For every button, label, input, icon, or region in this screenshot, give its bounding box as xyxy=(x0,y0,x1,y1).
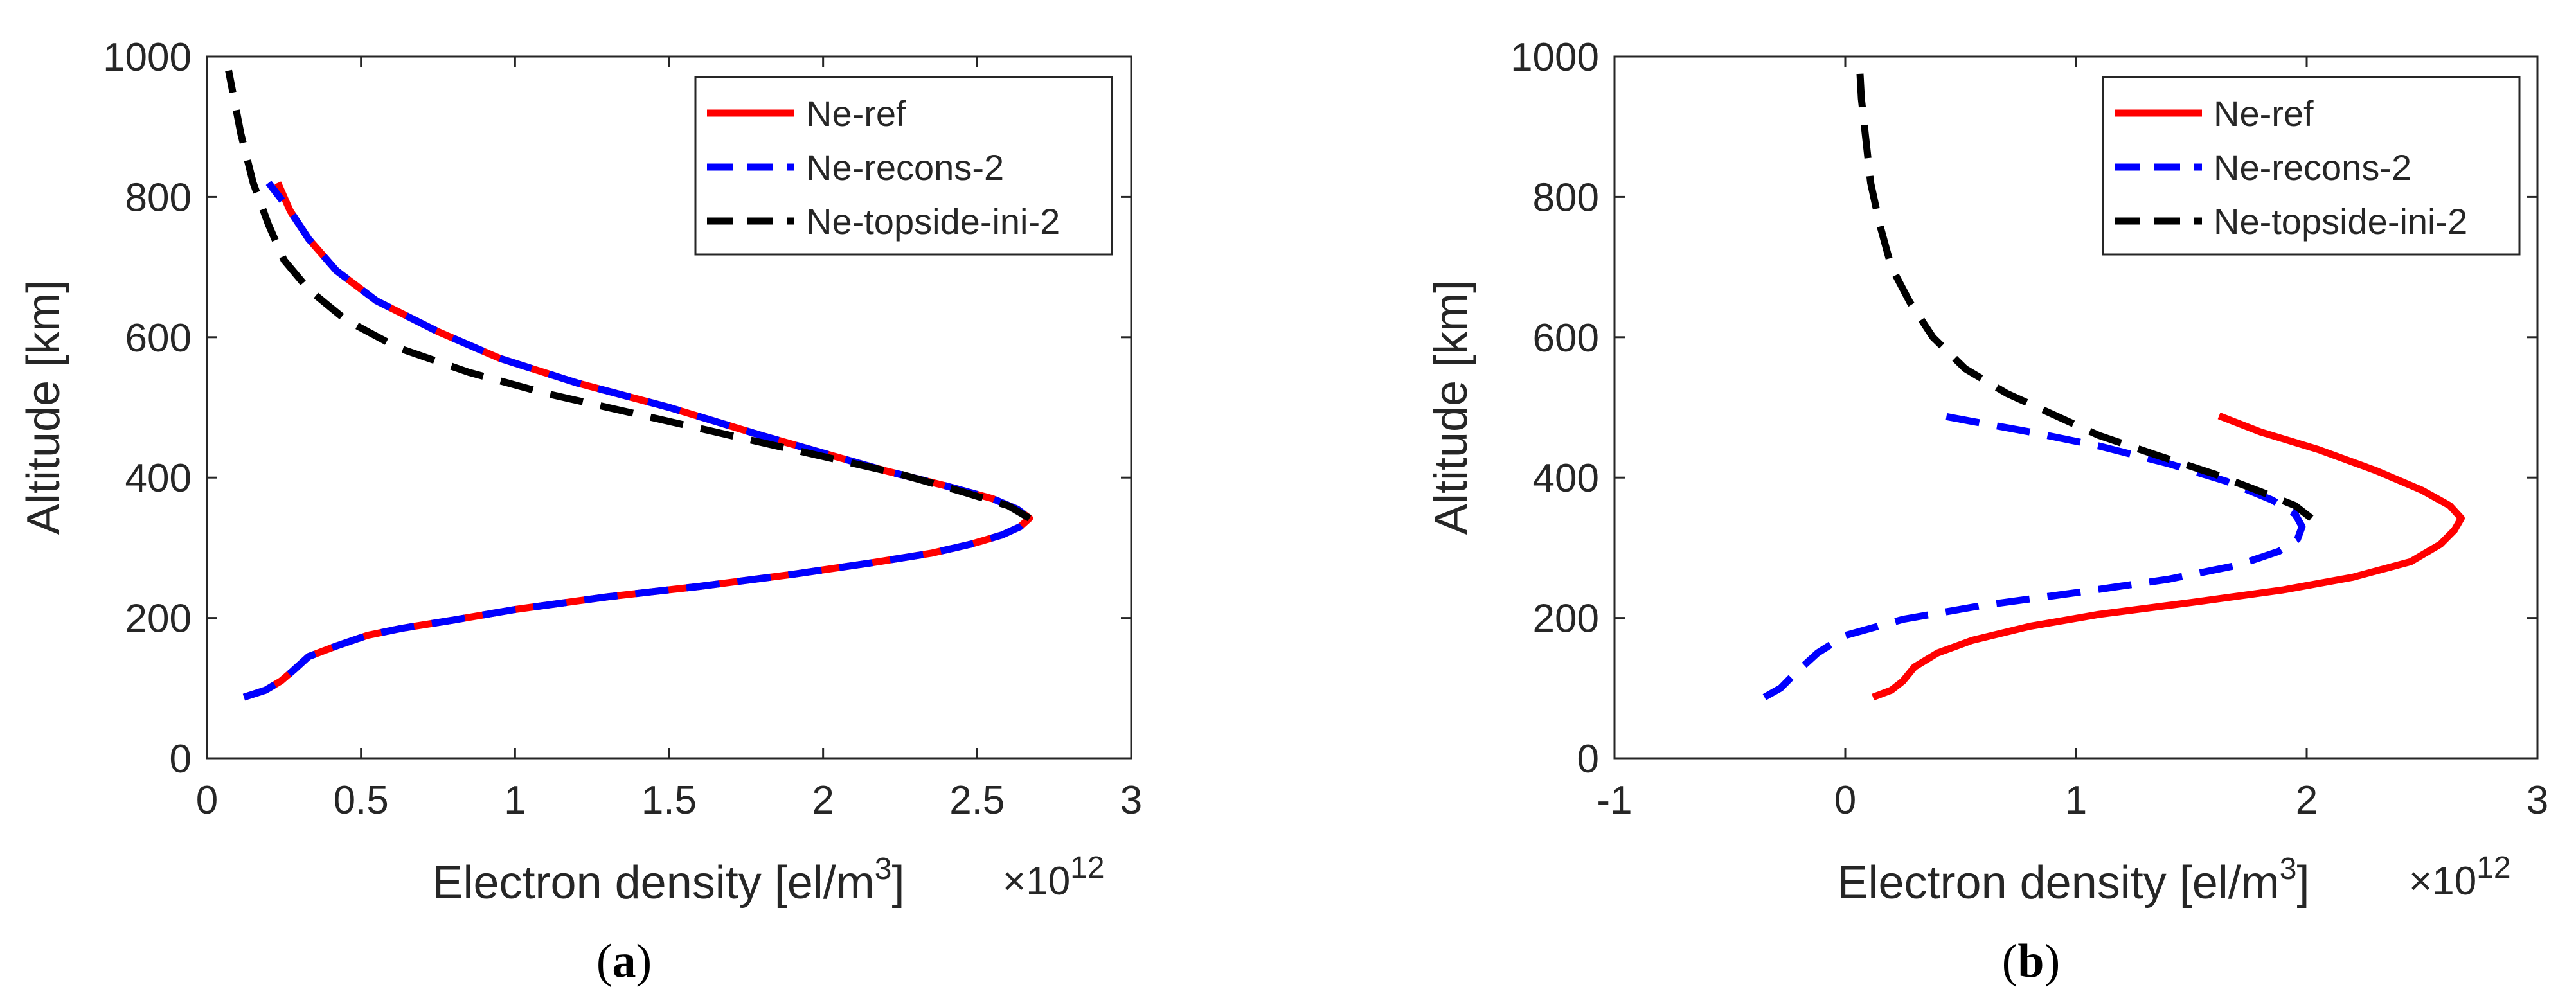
x-tick-label: 0 xyxy=(1834,778,1856,823)
x-tick-label: -1 xyxy=(1597,778,1632,823)
y-tick-label: 1000 xyxy=(103,35,192,80)
series-line-ne-topside-ini-2 xyxy=(225,69,1032,522)
y-tick-label: 600 xyxy=(125,316,192,360)
series-line-ne-ref xyxy=(1872,412,2465,701)
y-axis-title: Altitude [km] xyxy=(1426,280,1477,535)
legend-label: Ne-recons-2 xyxy=(2214,147,2411,188)
y-tick-label: 400 xyxy=(125,456,192,501)
y-tick-label: 200 xyxy=(125,597,192,641)
legend: Ne-ref Ne-recons-2 Ne-topside-ini-2 xyxy=(2102,76,2521,256)
y-tick-label: 800 xyxy=(125,175,192,220)
chart-panel-b: -1 0 1 2 302004006008001000Ne-refNe-recons-2… xyxy=(1426,35,2548,988)
y-tick-label: 1000 xyxy=(1510,35,1599,80)
legend-label: Ne-topside-ini-2 xyxy=(806,201,1060,242)
legend-label: Ne-topside-ini-2 xyxy=(2214,201,2467,242)
x-tick-label: 2 xyxy=(812,778,834,823)
series-line-ne-recons-2 xyxy=(1762,412,2306,700)
x-axis-title: Electron density [el/m3] xyxy=(432,852,904,909)
x-exponent-label: ×1012 xyxy=(2409,851,2511,903)
legend: Ne-ref Ne-recons-2 Ne-topside-ini-2 xyxy=(694,76,1113,256)
x-tick-label: 3 xyxy=(1120,778,1142,823)
y-tick-label: 600 xyxy=(1533,316,1599,360)
legend-label: Ne-recons-2 xyxy=(806,147,1004,188)
x-tick-label: 0 xyxy=(196,778,218,823)
legend-label: Ne-ref xyxy=(2214,93,2314,134)
x-exponent-label: ×1012 xyxy=(1003,851,1105,903)
y-tick-label: 400 xyxy=(1533,456,1599,501)
series-line-ne-recons-2 xyxy=(242,181,1033,701)
y-tick-label: 800 xyxy=(1533,175,1599,220)
y-tick-label: 200 xyxy=(1533,597,1599,641)
y-axis-title: Altitude [km] xyxy=(18,280,69,535)
chart-panel-a: 0 0.5 1 1.5 2 2.5 302004006008001000Ne-refNe-r… xyxy=(18,35,1142,988)
panel-label: (b) xyxy=(2002,935,2060,988)
legend-label: Ne-ref xyxy=(806,93,906,134)
x-tick-label: 1 xyxy=(504,778,526,823)
panel-label: (a) xyxy=(596,935,652,988)
x-tick-label: 2.5 xyxy=(949,778,1005,823)
x-tick-label: 0.5 xyxy=(334,778,389,823)
x-tick-label: 1 xyxy=(2065,778,2087,823)
series-line-ne-topside-ini-2 xyxy=(1856,57,2314,521)
y-tick-label: 0 xyxy=(170,737,192,781)
x-axis-title: Electron density [el/m3] xyxy=(1837,852,2309,909)
x-tick-label: 1.5 xyxy=(641,778,697,823)
y-tick-label: 0 xyxy=(1577,737,1599,781)
x-tick-label: 3 xyxy=(2527,778,2548,823)
x-tick-label: 2 xyxy=(2296,778,2318,823)
